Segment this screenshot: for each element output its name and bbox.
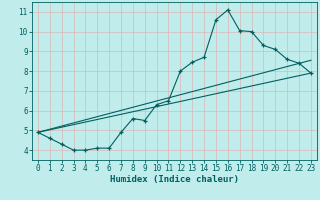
X-axis label: Humidex (Indice chaleur): Humidex (Indice chaleur) — [110, 175, 239, 184]
